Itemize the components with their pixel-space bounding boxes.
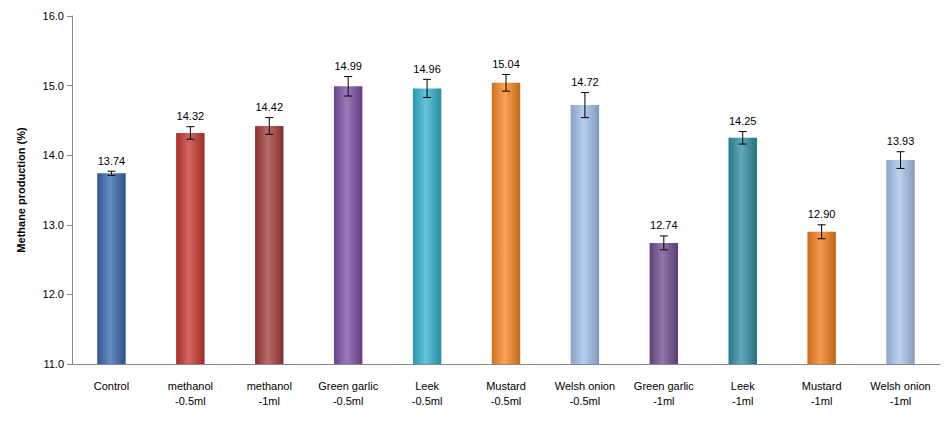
svg-text:-0.5ml: -0.5ml <box>175 395 206 407</box>
svg-text:-0.5ml: -0.5ml <box>491 395 522 407</box>
svg-text:13.0: 13.0 <box>43 219 64 231</box>
svg-text:Green garlic: Green garlic <box>318 380 378 392</box>
svg-text:Leek: Leek <box>415 380 439 392</box>
svg-text:15.04: 15.04 <box>492 58 520 70</box>
svg-text:11.0: 11.0 <box>43 358 64 370</box>
svg-text:-1ml: -1ml <box>653 395 674 407</box>
svg-text:methanol: methanol <box>168 380 213 392</box>
svg-text:methanol: methanol <box>247 380 292 392</box>
svg-text:15.0: 15.0 <box>43 80 64 92</box>
svg-text:Methane production (%): Methane production (%) <box>15 127 27 253</box>
svg-text:Mustard: Mustard <box>802 380 842 392</box>
svg-text:13.93: 13.93 <box>887 135 915 147</box>
svg-text:-1ml: -1ml <box>732 395 753 407</box>
svg-text:14.25: 14.25 <box>729 115 757 127</box>
svg-text:14.72: 14.72 <box>571 76 599 88</box>
svg-text:12.0: 12.0 <box>43 288 64 300</box>
svg-text:16.0: 16.0 <box>43 10 64 22</box>
svg-text:14.99: 14.99 <box>334 60 362 72</box>
svg-text:14.32: 14.32 <box>177 110 205 122</box>
svg-text:-0.5ml: -0.5ml <box>412 395 443 407</box>
svg-text:14.42: 14.42 <box>256 101 284 113</box>
svg-text:-1ml: -1ml <box>890 395 911 407</box>
svg-text:Control: Control <box>94 380 129 392</box>
svg-text:Leek: Leek <box>731 380 755 392</box>
svg-text:14.96: 14.96 <box>413 63 441 75</box>
svg-text:14.0: 14.0 <box>43 149 64 161</box>
svg-text:Welsh onion: Welsh onion <box>555 380 615 392</box>
svg-text:-1ml: -1ml <box>259 395 280 407</box>
svg-text:12.74: 12.74 <box>650 219 678 231</box>
svg-text:Green garlic: Green garlic <box>634 380 694 392</box>
svg-text:-0.5ml: -0.5ml <box>570 395 601 407</box>
svg-text:12.90: 12.90 <box>808 208 836 220</box>
svg-text:-1ml: -1ml <box>811 395 832 407</box>
svg-text:Mustard: Mustard <box>486 380 526 392</box>
svg-text:-0.5ml: -0.5ml <box>333 395 364 407</box>
svg-text:13.74: 13.74 <box>98 155 126 167</box>
svg-text:Welsh onion: Welsh onion <box>870 380 930 392</box>
